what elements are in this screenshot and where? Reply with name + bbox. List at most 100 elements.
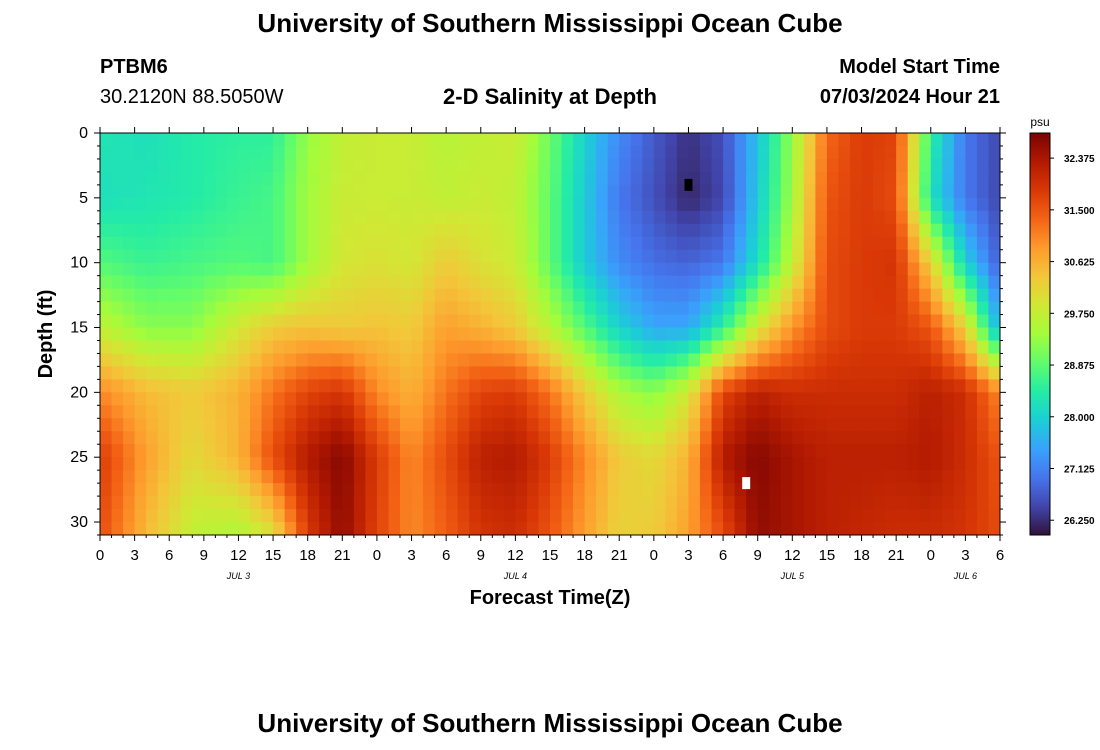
heatmap-cell <box>330 184 343 199</box>
heatmap-cell <box>238 379 251 393</box>
heatmap-cell <box>400 483 413 497</box>
heatmap-cell <box>838 340 851 355</box>
heatmap-cell <box>653 133 666 147</box>
heatmap-cell <box>400 496 413 510</box>
heatmap-cell <box>400 444 413 458</box>
heatmap-cell <box>642 197 655 212</box>
heatmap-cell <box>273 223 286 238</box>
heatmap-cell <box>700 210 713 225</box>
heatmap-cell <box>192 288 205 303</box>
heatmap-cell <box>457 405 470 419</box>
heatmap-cell <box>215 184 228 199</box>
heatmap-cell <box>953 340 966 355</box>
heatmap-cell <box>803 444 816 458</box>
heatmap-cell <box>607 262 620 277</box>
heatmap-cell <box>619 483 632 497</box>
heatmap-cell <box>319 314 332 329</box>
heatmap-cell <box>342 158 355 173</box>
heatmap-cell <box>446 457 459 471</box>
heatmap-cell <box>780 496 793 510</box>
heatmap-cell <box>480 327 493 342</box>
heatmap-cell <box>480 210 493 225</box>
heatmap-cell <box>111 288 124 303</box>
heatmap-cell <box>676 444 690 458</box>
heatmap-cell <box>850 158 863 173</box>
heatmap-cell <box>123 223 136 238</box>
heatmap-cell <box>192 418 205 432</box>
heatmap-cell <box>307 509 320 523</box>
heatmap-cell <box>134 379 147 393</box>
heatmap-cell <box>134 431 147 445</box>
heatmap-cell <box>365 496 378 510</box>
heatmap-cell <box>400 522 413 535</box>
heatmap-cell <box>919 249 932 264</box>
heatmap-cell <box>469 340 482 355</box>
heatmap-cell <box>307 405 320 419</box>
heatmap-cell <box>319 133 332 147</box>
heatmap-cell <box>353 444 366 458</box>
heatmap-cell <box>180 171 193 186</box>
heatmap-cell <box>850 184 863 199</box>
heatmap-cell <box>388 444 401 458</box>
heatmap-cell <box>884 327 897 342</box>
heatmap-cell <box>942 405 955 419</box>
heatmap-cell <box>388 158 401 173</box>
heatmap-cell <box>376 236 390 251</box>
heatmap-cell <box>942 340 955 355</box>
heatmap-cell <box>446 353 459 368</box>
heatmap-cell <box>907 314 920 329</box>
heatmap-cell <box>988 327 1000 342</box>
heatmap-cell <box>307 210 320 225</box>
heatmap-cell <box>596 431 609 445</box>
heatmap-cell <box>388 223 401 238</box>
heatmap-cell <box>826 223 840 238</box>
heatmap-cell <box>261 184 274 199</box>
heatmap-cell <box>538 288 551 303</box>
heatmap-cell <box>573 457 586 471</box>
heatmap-cell <box>619 353 632 368</box>
heatmap-cell <box>376 133 390 147</box>
heatmap-cell <box>180 197 193 212</box>
heatmap-cell <box>515 145 528 160</box>
heatmap-cell <box>100 496 113 510</box>
colorbar-tick-label: 28.000 <box>1064 413 1095 424</box>
station-id: PTBM6 <box>100 56 168 78</box>
heatmap-cell <box>492 145 505 160</box>
heatmap-cell <box>676 496 690 510</box>
heatmap-cell <box>976 223 990 238</box>
heatmap-cell <box>792 249 805 264</box>
heatmap-cell <box>515 522 528 535</box>
heatmap-cell <box>838 379 851 393</box>
heatmap-cell <box>561 366 574 380</box>
heatmap-cell <box>515 171 528 186</box>
heatmap-cell <box>400 262 413 277</box>
heatmap-cell <box>942 483 955 497</box>
heatmap-cell <box>319 236 332 251</box>
heatmap-cell <box>169 275 182 290</box>
heatmap-cell <box>873 145 886 160</box>
heatmap-cell <box>411 379 424 393</box>
heatmap-cell <box>100 288 113 303</box>
heatmap-cell <box>826 457 840 471</box>
heatmap-cell <box>619 210 632 225</box>
heatmap-cell <box>884 379 897 393</box>
heatmap-cell <box>792 145 805 160</box>
heatmap-cell <box>988 275 1000 290</box>
heatmap-cell <box>330 379 343 393</box>
heatmap-cell <box>330 223 343 238</box>
heatmap-cell <box>803 197 816 212</box>
heatmap-cell <box>780 366 793 380</box>
heatmap-cell <box>284 366 297 380</box>
heatmap-cell <box>503 353 516 368</box>
heatmap-cell <box>215 340 228 355</box>
heatmap-cell <box>711 184 724 199</box>
heatmap-cell <box>526 236 540 251</box>
heatmap-cell <box>734 431 747 445</box>
heatmap-cell <box>526 509 540 523</box>
heatmap-cell <box>284 158 297 173</box>
heatmap-cell <box>192 184 205 199</box>
heatmap-cell <box>215 509 228 523</box>
heatmap-cell <box>746 496 759 510</box>
heatmap-cell <box>584 158 597 173</box>
heatmap-cell <box>526 301 540 316</box>
